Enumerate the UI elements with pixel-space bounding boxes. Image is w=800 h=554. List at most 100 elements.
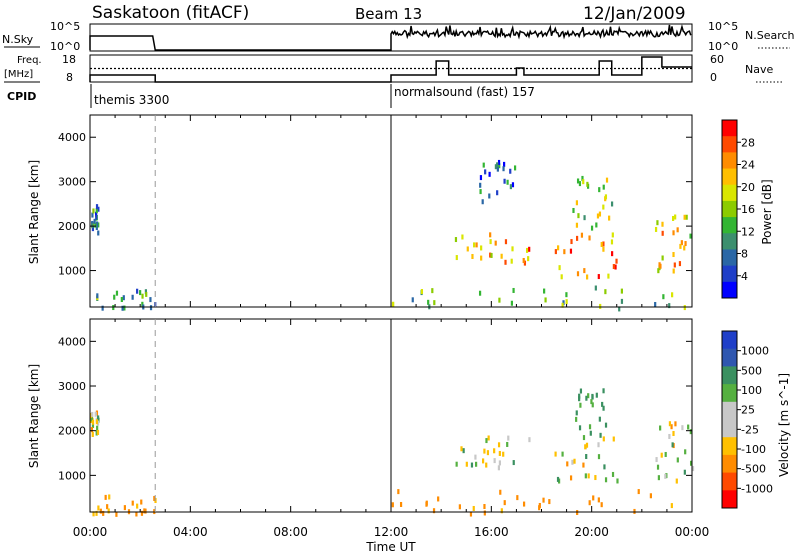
data-cell	[562, 300, 565, 306]
data-cell	[493, 458, 496, 464]
data-cell	[598, 416, 601, 422]
station-title: Saskatoon (fitACF)	[92, 3, 249, 23]
data-cell	[496, 166, 499, 172]
data-cell	[455, 255, 458, 261]
data-cell	[599, 303, 602, 309]
data-cell	[483, 510, 486, 516]
data-cell	[671, 215, 675, 221]
data-cell	[575, 200, 579, 206]
colorbar-segment	[722, 136, 737, 153]
data-cell	[101, 305, 104, 311]
colorbar-tick-label: -25	[741, 423, 759, 436]
data-cell	[115, 290, 119, 296]
data-cell	[672, 430, 675, 436]
data-cell	[506, 179, 509, 185]
data-cell	[510, 300, 514, 306]
data-cell	[522, 501, 526, 507]
velocity-data	[90, 388, 695, 517]
data-cell	[681, 425, 684, 431]
data-cell	[512, 460, 515, 466]
data-cell	[655, 457, 658, 463]
data-cell	[90, 427, 94, 433]
y-tick-label: 2000	[58, 220, 86, 233]
data-cell	[503, 161, 506, 167]
data-cell	[91, 411, 94, 417]
data-cell	[488, 193, 491, 199]
data-cell	[144, 508, 147, 514]
data-cell	[95, 410, 99, 416]
data-cell	[485, 462, 488, 468]
data-cell	[596, 213, 600, 219]
data-cell	[91, 431, 94, 437]
data-cell	[582, 179, 585, 185]
data-cell	[136, 288, 139, 294]
data-cell	[615, 258, 618, 264]
data-cell	[589, 430, 592, 436]
data-cell	[591, 393, 594, 399]
data-cell	[95, 221, 99, 227]
data-cell	[149, 305, 153, 311]
nsky-panel: N.Sky 10^5 10^0 10^5 10^0 N.Search	[2, 20, 795, 53]
colorbar-segment	[722, 490, 737, 509]
x-tick-label: 08:00	[273, 525, 308, 539]
data-cell	[591, 402, 594, 408]
data-cell	[556, 245, 560, 251]
velocity-ylabel: Slant Range [km]	[27, 364, 41, 468]
data-cell	[618, 306, 621, 312]
data-cell	[671, 442, 674, 448]
data-cell	[592, 495, 595, 501]
data-cell	[662, 294, 665, 300]
data-cell	[496, 190, 499, 196]
colorbar-segment	[722, 401, 737, 420]
data-cell	[471, 254, 474, 260]
data-cell	[566, 461, 569, 467]
data-cell	[683, 245, 686, 251]
freq-panel: Freq. [MHz] 18 8 60 0 Nave	[4, 53, 784, 84]
data-cell	[97, 230, 100, 236]
data-cell	[587, 393, 590, 399]
data-cell	[578, 396, 581, 402]
data-cell	[121, 305, 124, 311]
data-cell	[511, 246, 514, 252]
data-cell	[572, 207, 575, 213]
data-cell	[510, 258, 513, 264]
data-cell	[610, 239, 614, 245]
data-cell	[683, 469, 686, 475]
data-cell	[502, 166, 505, 172]
data-cell	[500, 508, 503, 514]
data-cell	[654, 226, 658, 232]
data-cell	[97, 415, 100, 421]
data-cell	[95, 510, 98, 516]
data-cell	[123, 305, 126, 311]
colorbar-tick-label: -500	[741, 463, 766, 476]
colorbar-segment	[722, 120, 737, 137]
data-cell	[473, 242, 476, 248]
data-cell	[561, 302, 564, 308]
data-cell	[481, 199, 484, 205]
data-cell	[558, 265, 561, 271]
data-cell	[598, 187, 601, 193]
colorbar-tick-label: 16	[741, 203, 755, 216]
data-cell	[554, 249, 557, 255]
colorbar-segment	[722, 233, 737, 250]
data-cell	[542, 497, 545, 503]
data-cell	[498, 163, 501, 169]
data-cell	[486, 450, 490, 456]
data-cell	[581, 175, 584, 181]
power-ylabel: Slant Range [km]	[27, 160, 41, 264]
data-cell	[668, 303, 671, 309]
data-cell	[94, 411, 97, 417]
data-cell	[91, 226, 95, 232]
y-tick-label: 1000	[58, 469, 86, 482]
data-cell	[141, 293, 144, 299]
data-cell	[597, 274, 600, 280]
data-cell	[485, 438, 488, 444]
nave-label: Nave	[745, 63, 773, 76]
data-cell	[91, 422, 95, 428]
data-cell	[604, 422, 608, 428]
x-tick-label: 16:00	[474, 525, 509, 539]
colorbar-segment	[722, 152, 737, 170]
nsearch-tick-bottom: 10^0	[708, 40, 738, 53]
data-cell	[479, 175, 483, 181]
data-cell	[605, 177, 609, 183]
